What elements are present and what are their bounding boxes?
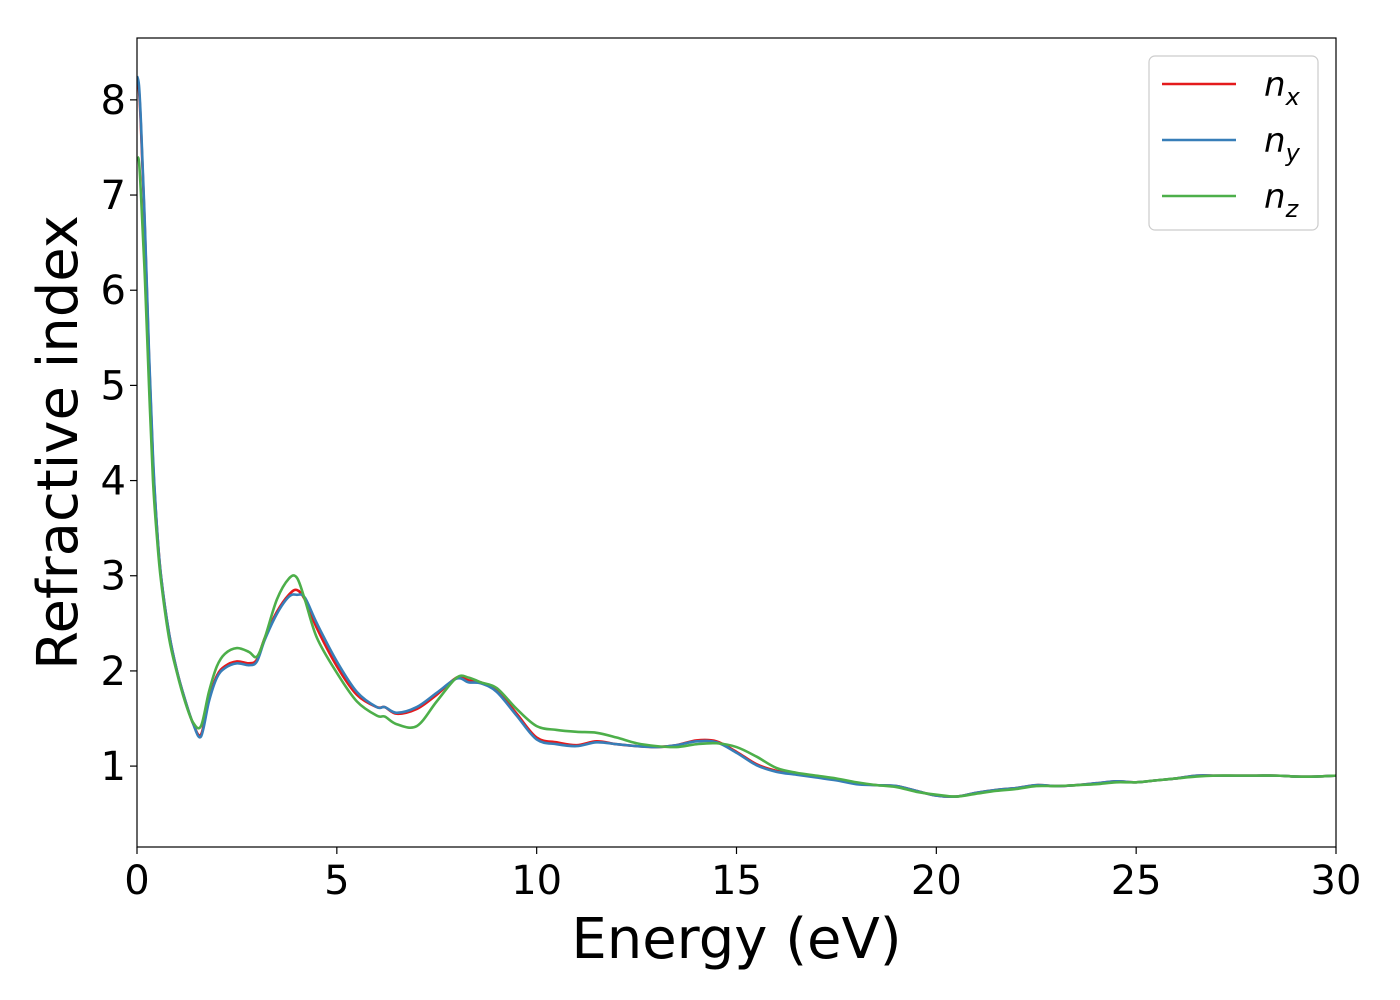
y-axis: 1 2 3 4 5 6 7 8 [101,78,137,790]
x-axis: 0 5 10 15 20 25 30 [124,847,1361,904]
y-tick-label: 3 [101,554,126,600]
x-axis-label: Energy (eV) [571,907,901,972]
series-line-nz [137,155,1336,798]
x-tick-label: 25 [1111,858,1162,904]
y-tick-label: 6 [101,268,126,314]
y-tick-label: 2 [101,649,126,695]
x-tick-label: 10 [511,858,562,904]
x-tick-label: 15 [711,858,762,904]
legend-box [1148,55,1319,231]
y-tick-label: 8 [101,78,126,124]
x-tick-label: 20 [911,858,962,904]
legend-label-ny: ny [1264,121,1301,167]
x-tick-label: 0 [124,858,149,904]
legend: nx ny nz [1148,55,1319,231]
series-layer [137,75,1336,799]
legend-label-nz: nz [1264,177,1300,223]
legend-label-nx: nx [1264,65,1301,111]
y-tick-label: 1 [101,744,126,790]
y-tick-label: 7 [101,173,126,219]
x-tick-label: 30 [1311,858,1362,904]
y-axis-label: Refractive index [26,215,91,670]
y-tick-label: 5 [101,363,126,409]
x-tick-label: 5 [324,858,349,904]
y-tick-label: 4 [101,459,126,505]
